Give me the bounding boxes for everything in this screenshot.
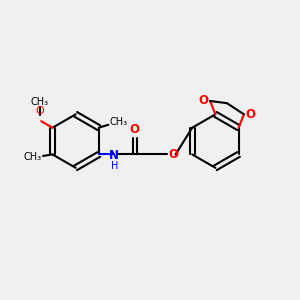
Text: O: O [199,94,208,107]
Text: O: O [169,148,179,161]
Text: O: O [35,106,44,116]
Text: CH₃: CH₃ [31,97,49,107]
Text: H: H [111,161,118,171]
Text: CH₃: CH₃ [109,117,128,128]
Text: O: O [245,108,255,121]
Text: CH₃: CH₃ [23,152,41,162]
Text: N: N [109,148,119,162]
Text: O: O [130,123,140,136]
